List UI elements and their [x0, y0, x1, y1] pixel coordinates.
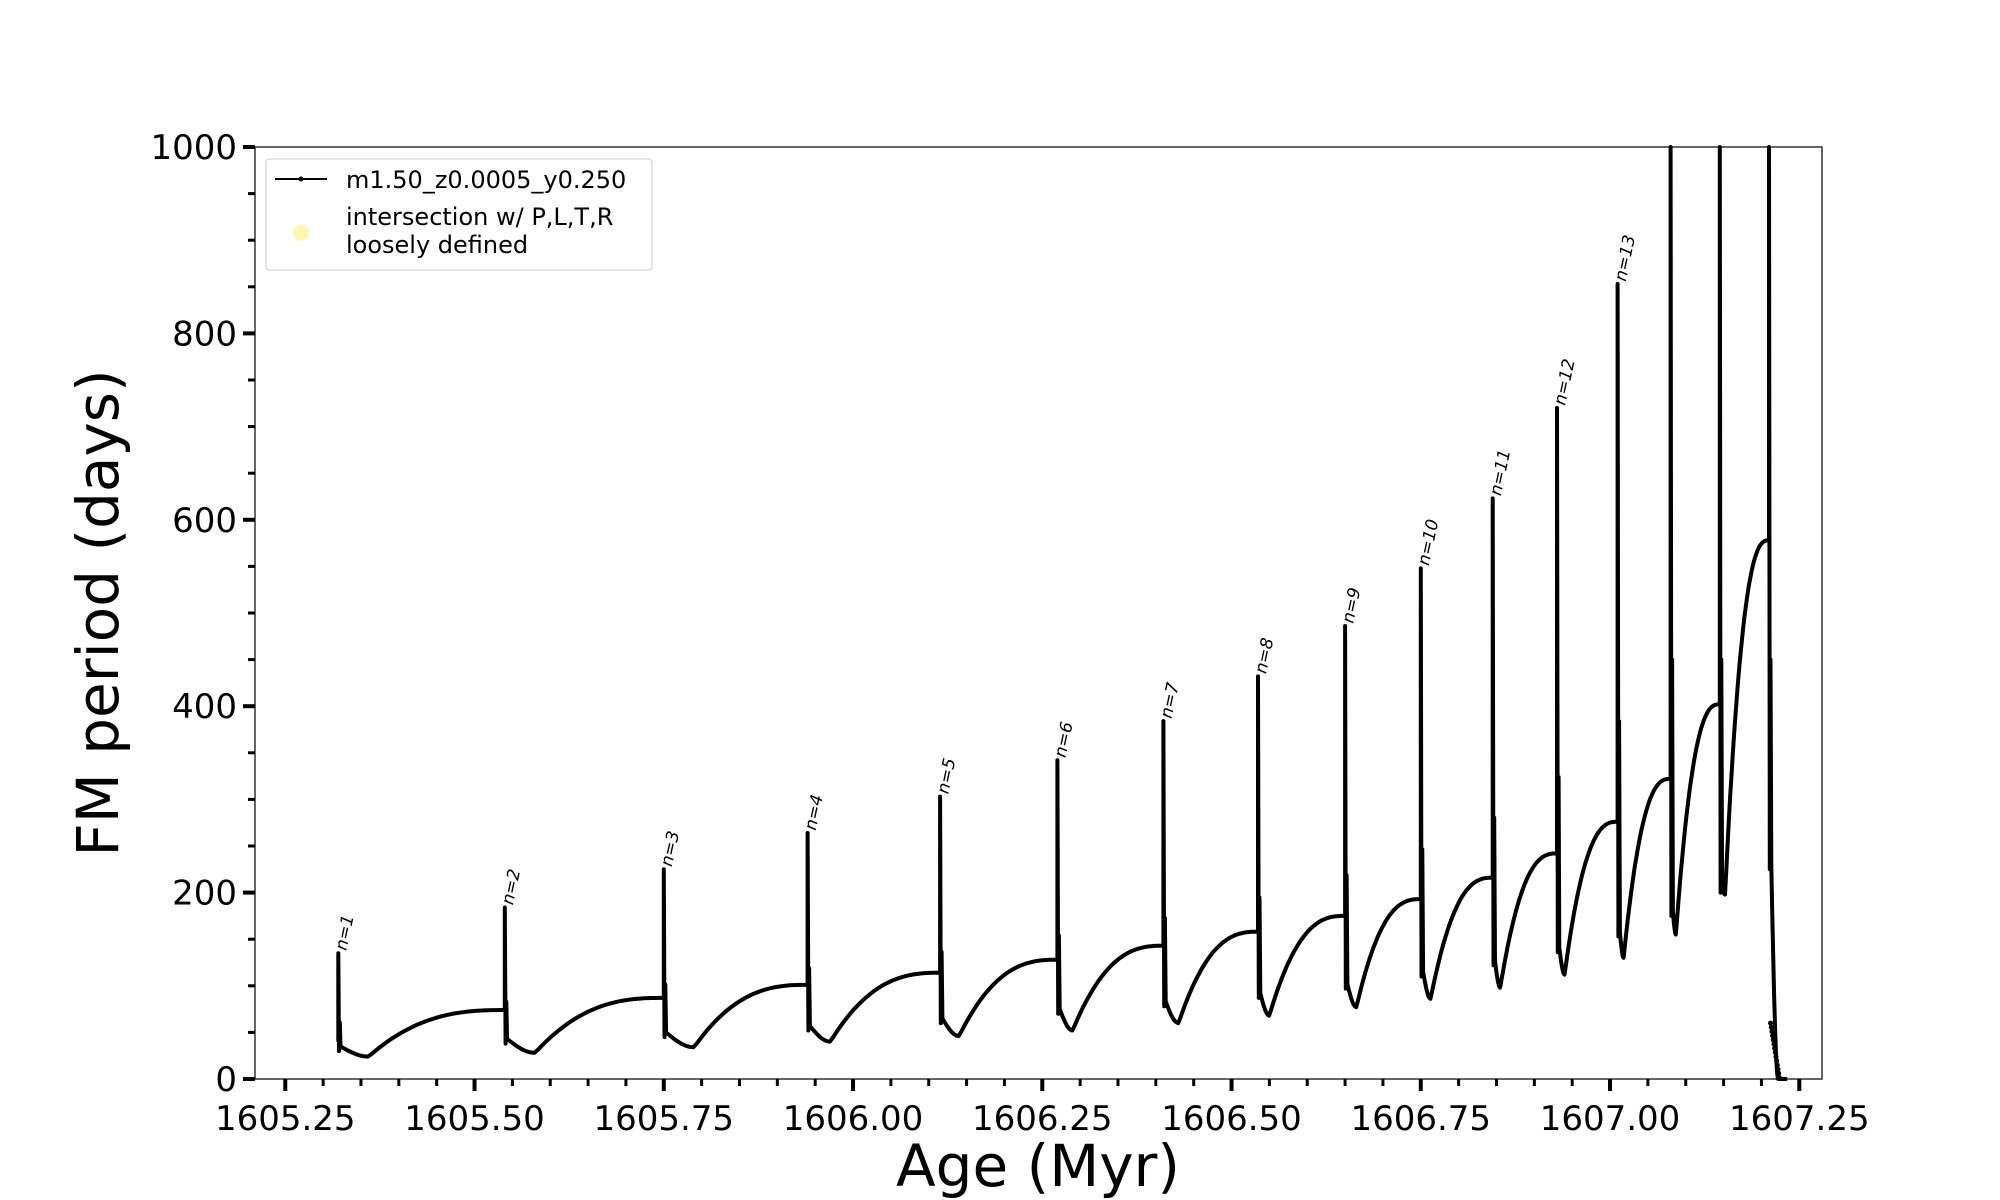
y-tick-label-200: 200: [172, 874, 237, 914]
y-axis: 0 200 400 600 800 1000: [150, 128, 255, 1100]
tail-point: [1772, 1049, 1778, 1055]
tail-point: [1770, 1033, 1776, 1039]
tail-point: [1775, 1066, 1781, 1072]
y-tick-label-0: 0: [215, 1060, 237, 1100]
tail-point: [1768, 1024, 1774, 1030]
legend: m1.50_z0.0005_y0.250 intersection w/ P,L…: [265, 158, 653, 271]
data-layer: [336, 145, 1789, 1081]
y-tick-label-1000: 1000: [150, 128, 237, 168]
tail-point: [1771, 1041, 1777, 1047]
x-tick-label-3: 1606.00: [783, 1099, 924, 1139]
tail-point: [1770, 1037, 1776, 1043]
x-tick-label-4: 1606.25: [972, 1099, 1113, 1139]
x-tick-label-7: 1607.00: [1540, 1099, 1681, 1139]
x-tick-label-2: 1605.75: [593, 1099, 734, 1139]
tail-point: [1772, 1045, 1778, 1051]
legend-entry-model: m1.50_z0.0005_y0.250: [346, 166, 626, 194]
x-tick-label-8: 1607.25: [1729, 1099, 1870, 1139]
x-tick-label-5: 1606.50: [1161, 1099, 1302, 1139]
legend-entry-intersection: intersection w/ P,L,T,R: [346, 203, 613, 231]
x-tick-label-1: 1605.50: [404, 1099, 545, 1139]
y-tick-label-400: 400: [172, 687, 237, 727]
tail-point: [1774, 1058, 1780, 1064]
legend-circle-marker: [293, 225, 309, 241]
series-line-m1.50: [336, 145, 1789, 1081]
legend-box: [265, 158, 653, 271]
x-axis-title: Age (Myr): [896, 1132, 1180, 1200]
tail-point: [1768, 1020, 1774, 1026]
legend-entry-intersection-line2: loosely defined: [346, 231, 528, 259]
y-tick-label-600: 600: [172, 501, 237, 541]
y-axis-title: FM period (days): [64, 369, 132, 856]
x-axis: 1605.25 1605.50 1605.75 1606.00 1606.25 1606.…: [215, 1079, 1870, 1139]
tail-point: [1776, 1070, 1782, 1076]
x-tick-label-0: 1605.25: [215, 1099, 356, 1139]
tail-point: [1769, 1028, 1775, 1034]
x-tick-label-6: 1606.75: [1350, 1099, 1491, 1139]
legend-dot-marker: [298, 176, 304, 182]
tail-point: [1774, 1062, 1780, 1068]
tail-point: [1773, 1054, 1779, 1060]
y-tick-label-800: 800: [172, 314, 237, 354]
